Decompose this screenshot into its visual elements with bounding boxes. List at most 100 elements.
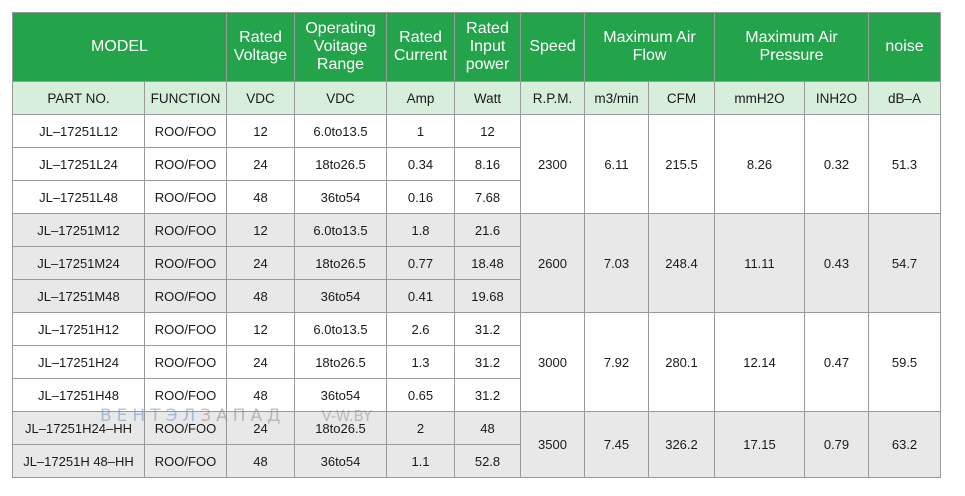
voltage-range-cell: 6.0to13.5 xyxy=(294,114,387,148)
function-cell: ROO/FOO xyxy=(144,114,227,148)
rated-voltage-cell: 48 xyxy=(226,180,295,214)
unit-part-no: PART NO. xyxy=(12,81,145,115)
airflow-cfm-cell: 248.4 xyxy=(648,213,715,313)
part-number: JL–17251H12 xyxy=(12,312,145,346)
unit-cfm: CFM xyxy=(648,81,715,115)
unit-function: FUNCTION xyxy=(144,81,227,115)
rated-voltage-cell: 48 xyxy=(226,279,295,313)
function-cell: ROO/FOO xyxy=(144,444,227,478)
airflow-m3min-cell: 7.92 xyxy=(584,312,649,412)
pressure-inh2o-cell: 0.43 xyxy=(803,213,870,313)
table-row: JL–17251H24–HH ROO/FOO 24 18to26.5 2 48 … xyxy=(12,411,942,478)
speed-cell: 3000 xyxy=(520,312,585,412)
rated-voltage-cell: 12 xyxy=(226,114,295,148)
table-row: JL–17251L24 ROO/FOO 24 18to26.5 0.34 8.1… xyxy=(12,147,941,181)
unit-watt: Watt xyxy=(454,81,521,115)
voltage-range-cell: 6.0to13.5 xyxy=(294,213,387,247)
rated-voltage-cell: 12 xyxy=(226,312,295,346)
current-cell: 0.34 xyxy=(386,147,455,181)
table-row: JL–17251L12 ROO/FOO 12 6.0to13.5 1 12 23… xyxy=(12,114,942,214)
function-cell: ROO/FOO xyxy=(144,345,227,379)
table-row: JL–17251M48 ROO/FOO 48 36to54 0.41 19.68 xyxy=(12,279,941,313)
power-cell: 7.68 xyxy=(454,180,521,214)
power-cell: 21.6 xyxy=(454,213,521,247)
header-noise: noise xyxy=(868,12,942,82)
header-max-air-flow: Maximum Air Flow xyxy=(584,12,715,82)
unit-vdc: VDC xyxy=(226,81,295,115)
pressure-inh2o-cell: 0.47 xyxy=(803,312,870,412)
rated-voltage-cell: 12 xyxy=(226,213,295,247)
voltage-range-cell: 36to54 xyxy=(294,378,387,412)
noise-cell: 54.7 xyxy=(868,213,942,313)
pressure-mmh2o-cell: 8.26 xyxy=(714,114,805,214)
part-number: JL–17251L12 xyxy=(12,114,145,148)
header-operating-voltage: Operating Voitage Range xyxy=(294,12,387,82)
airflow-m3min-cell: 6.11 xyxy=(584,114,649,214)
current-cell: 2 xyxy=(386,411,455,445)
power-cell: 52.8 xyxy=(454,444,521,478)
unit-vdc-range: VDC xyxy=(294,81,387,115)
pressure-mmh2o-cell: 17.15 xyxy=(714,411,805,478)
units-row: PART NO. FUNCTION VDC VDC Amp Watt R.P.M… xyxy=(12,81,942,115)
noise-cell: 63.2 xyxy=(868,411,942,478)
pressure-inh2o-cell: 0.32 xyxy=(803,114,870,214)
current-cell: 1.1 xyxy=(386,444,455,478)
noise-cell: 59.5 xyxy=(868,312,942,412)
unit-dba: dB–A xyxy=(868,81,942,115)
current-cell: 2.6 xyxy=(386,312,455,346)
airflow-m3min-cell: 7.03 xyxy=(584,213,649,313)
voltage-range-cell: 18to26.5 xyxy=(294,246,387,280)
unit-rpm: R.P.M. xyxy=(520,81,585,115)
table-row: JL–17251M24 ROO/FOO 24 18to26.5 0.77 18.… xyxy=(12,246,941,280)
power-cell: 31.2 xyxy=(454,378,521,412)
function-cell: ROO/FOO xyxy=(144,180,227,214)
rated-voltage-cell: 24 xyxy=(226,411,295,445)
pressure-mmh2o-cell: 11.11 xyxy=(714,213,805,313)
unit-m3min: m3/min xyxy=(584,81,649,115)
voltage-range-cell: 18to26.5 xyxy=(294,147,387,181)
power-cell: 12 xyxy=(454,114,521,148)
rated-voltage-cell: 48 xyxy=(226,444,295,478)
unit-amp: Amp xyxy=(386,81,455,115)
voltage-range-cell: 36to54 xyxy=(294,279,387,313)
power-cell: 18.48 xyxy=(454,246,521,280)
voltage-range-cell: 36to54 xyxy=(294,180,387,214)
part-number: JL–17251M12 xyxy=(12,213,145,247)
header-row: MODEL Rated Voltage Operating Voitage Ra… xyxy=(12,12,942,82)
table-row: JL–17251H24 ROO/FOO 24 18to26.5 1.3 31.2 xyxy=(12,345,941,379)
current-cell: 1.8 xyxy=(386,213,455,247)
airflow-m3min-cell: 7.45 xyxy=(584,411,649,478)
pressure-mmh2o-cell: 12.14 xyxy=(714,312,805,412)
function-cell: ROO/FOO xyxy=(144,147,227,181)
function-cell: ROO/FOO xyxy=(144,411,227,445)
power-cell: 48 xyxy=(454,411,521,445)
voltage-range-cell: 18to26.5 xyxy=(294,345,387,379)
header-rated-voltage: Rated Voltage xyxy=(226,12,295,82)
power-cell: 8.16 xyxy=(454,147,521,181)
header-rated-input-power: Rated Input power xyxy=(454,12,521,82)
function-cell: ROO/FOO xyxy=(144,378,227,412)
power-cell: 31.2 xyxy=(454,345,521,379)
current-cell: 1.3 xyxy=(386,345,455,379)
speed-cell: 2600 xyxy=(520,213,585,313)
airflow-cfm-cell: 215.5 xyxy=(648,114,715,214)
unit-inh2o: INH2O xyxy=(803,81,870,115)
part-number: JL–17251H24–HH xyxy=(12,411,145,445)
function-cell: ROO/FOO xyxy=(144,213,227,247)
header-max-air-pressure: Maximum Air Pressure xyxy=(713,12,870,82)
rated-voltage-cell: 24 xyxy=(226,246,295,280)
voltage-range-cell: 36to54 xyxy=(294,444,387,478)
rated-voltage-cell: 24 xyxy=(226,147,295,181)
voltage-range-cell: 6.0to13.5 xyxy=(294,312,387,346)
voltage-range-cell: 18to26.5 xyxy=(294,411,387,445)
part-number: JL–17251L24 xyxy=(12,147,145,181)
part-number: JL–17251H24 xyxy=(12,345,145,379)
power-cell: 19.68 xyxy=(454,279,521,313)
part-number: JL–17251H48 xyxy=(12,378,145,412)
table-row: JL–17251H12 ROO/FOO 12 6.0to13.5 2.6 31.… xyxy=(12,312,942,412)
header-model: MODEL xyxy=(12,12,227,82)
current-cell: 0.65 xyxy=(386,378,455,412)
header-speed: Speed xyxy=(520,12,585,82)
current-cell: 0.16 xyxy=(386,180,455,214)
table-row: JL–17251L48 ROO/FOO 48 36to54 0.16 7.68 xyxy=(12,180,941,214)
